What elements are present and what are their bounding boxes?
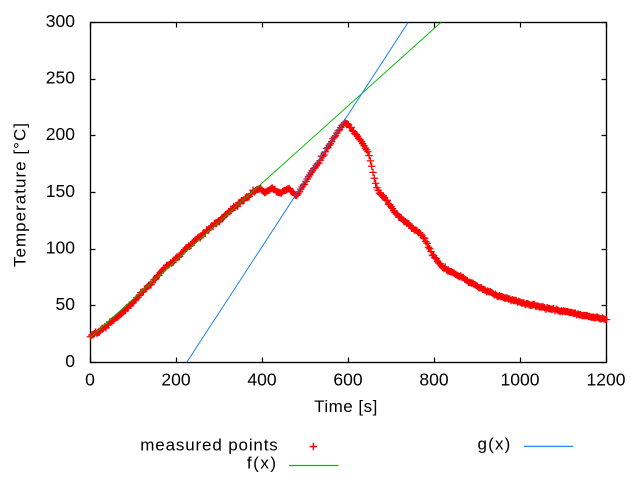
svg-text:0: 0 [65, 351, 75, 371]
svg-text:100: 100 [46, 238, 75, 258]
svg-text:200: 200 [161, 369, 190, 389]
svg-text:measured points: measured points [140, 436, 278, 455]
svg-text:1200: 1200 [587, 369, 626, 389]
svg-text:300: 300 [46, 11, 75, 31]
svg-text:50: 50 [56, 294, 76, 314]
svg-text:f(x): f(x) [247, 454, 276, 473]
svg-text:200: 200 [46, 124, 75, 144]
svg-text:1000: 1000 [501, 369, 540, 389]
svg-text:250: 250 [46, 68, 75, 88]
svg-text:800: 800 [419, 369, 448, 389]
svg-text:400: 400 [247, 369, 276, 389]
svg-text:0: 0 [85, 369, 95, 389]
svg-text:Temperature [°C]: Temperature [°C] [11, 123, 30, 267]
svg-text:600: 600 [333, 369, 362, 389]
svg-text:150: 150 [46, 181, 75, 201]
svg-text:Time [s]: Time [s] [314, 397, 377, 416]
